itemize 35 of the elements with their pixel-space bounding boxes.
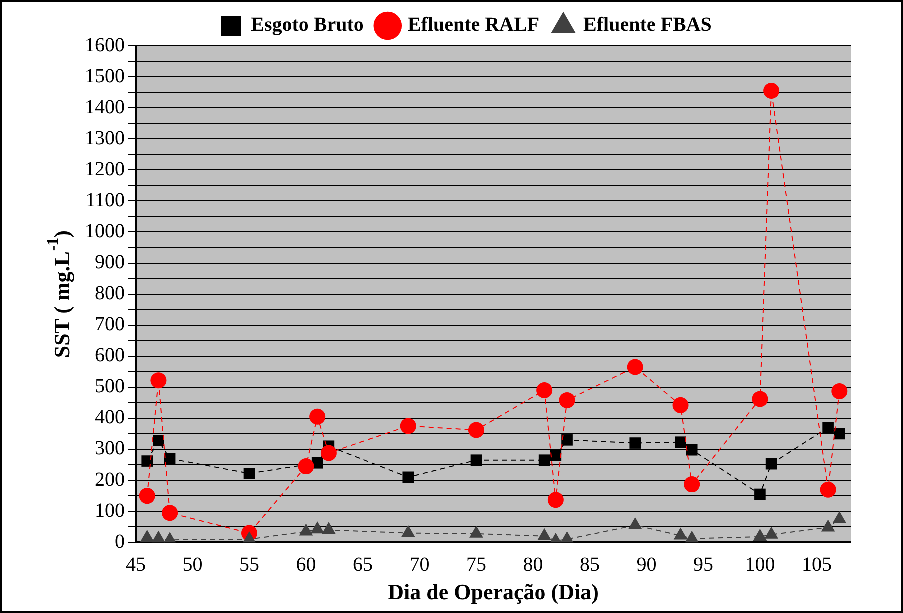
x-tick-label: 85	[580, 554, 600, 576]
y-tick-label: 500	[95, 376, 125, 398]
x-tick-label: 90	[636, 554, 657, 576]
y-tick-label: 300	[95, 438, 125, 460]
x-tick-label: 65	[352, 554, 373, 576]
x-tick-label: 45	[126, 554, 146, 576]
x-tick-label: 80	[523, 554, 544, 576]
y-tick-label: 900	[95, 252, 125, 274]
y-tick-label: 1100	[86, 189, 125, 212]
legend-label: Efluente FBAS	[584, 14, 712, 36]
y-tick-label: 1500	[85, 65, 125, 88]
x-tick-label: 95	[693, 554, 714, 576]
legend-label: Esgoto Bruto	[251, 14, 364, 36]
y-tick-label: 600	[95, 344, 125, 367]
y-tick-label: 1400	[85, 96, 125, 118]
x-tick-label: 70	[410, 554, 430, 576]
y-tick-label: 200	[95, 468, 125, 491]
legend-label: Efluente RALF	[408, 14, 540, 36]
x-axis-title: Dia de Operação (Dia)	[388, 579, 599, 604]
y-tick-label: 400	[95, 406, 125, 429]
x-tick-label: 55	[239, 554, 260, 576]
x-tick-label: 100	[745, 554, 776, 576]
x-tick-label: 75	[466, 554, 486, 576]
y-tick-label: 0	[115, 530, 125, 553]
y-tick-label: 800	[95, 282, 125, 305]
y-tick-label: 1600	[85, 34, 125, 56]
y-tick-label: 100	[95, 500, 125, 522]
y-tick-label: 1300	[85, 127, 125, 150]
y-tick-label: 700	[95, 314, 125, 336]
y-axis-title: SST ( mg.L-1)	[45, 230, 75, 358]
x-tick-label: 60	[296, 554, 316, 576]
y-tick-label: 1000	[85, 220, 125, 242]
x-tick-label: 50	[182, 554, 203, 576]
y-tick-label: 1200	[85, 158, 125, 180]
x-tick-label: 105	[802, 554, 832, 576]
